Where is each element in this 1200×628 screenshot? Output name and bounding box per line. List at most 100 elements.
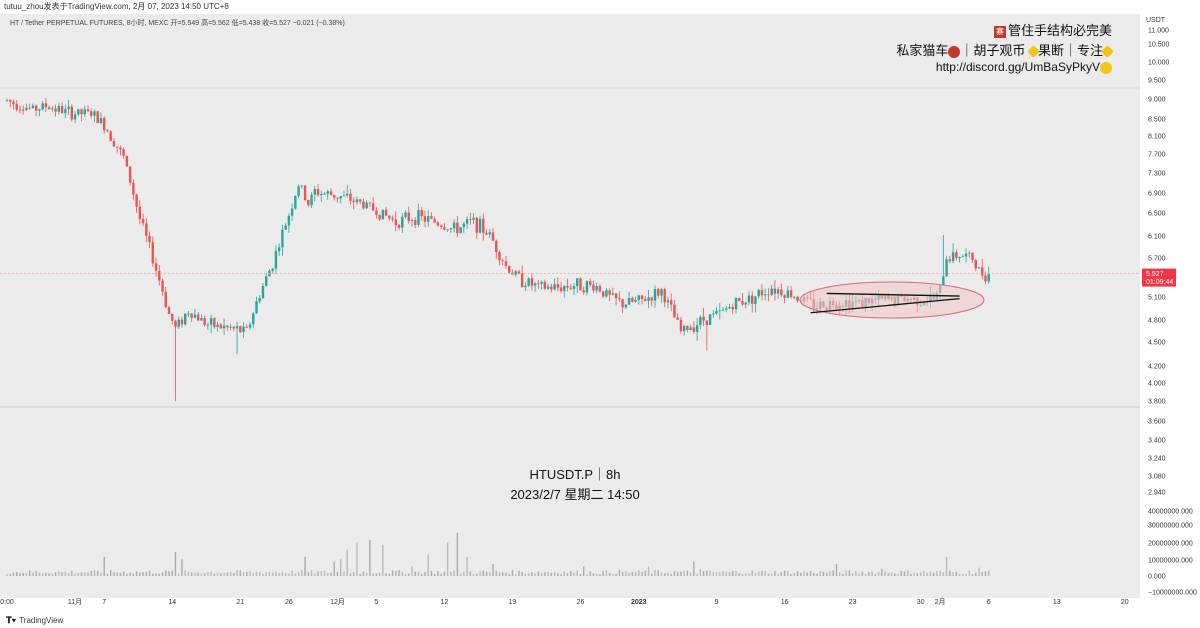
volume-bar [803,571,805,576]
candle-body [621,299,624,308]
candle-body [323,193,326,195]
candle-body [537,283,540,285]
candle-body [248,324,252,328]
volume-bar [754,572,757,576]
candle-body [524,285,527,287]
volume-bar [327,573,329,576]
volume-bar [683,570,685,576]
volume-bar [294,573,297,576]
candle-body [491,232,495,241]
volume-bar [391,570,394,576]
volume-bar [336,571,339,576]
volume-bar [132,573,135,576]
volume-bar [900,570,902,576]
candle-body [462,223,466,228]
volume-bar [346,549,348,576]
discord-link[interactable]: http://discord.gg/UmBaSyPkyV [935,60,1100,74]
volume-bar [84,572,86,576]
candle-body [112,141,116,147]
candle-body [47,107,51,110]
volume-bar [178,573,180,576]
volume-bar [832,570,834,576]
volume-bar [343,571,345,576]
candle-body [255,301,258,314]
volume-bar [680,571,682,576]
candle-body [18,109,22,111]
time-tick-label: 14 [168,599,176,606]
volume-bar [323,570,326,576]
candle-body [226,325,229,328]
volume-bar [171,570,173,576]
candle-body [54,108,57,112]
candle-body [605,290,608,297]
candle-body [449,228,453,230]
time-tick-label: 30 [917,599,925,606]
volume-bar [417,571,420,576]
candle-body [22,109,25,111]
volume-bar [981,571,983,576]
volume-bar [109,570,112,576]
overlay-line2-part-c: 果断｜专注 [1037,43,1103,58]
volume-bar [774,570,776,576]
candle-body [456,222,459,233]
volume-bar [301,570,303,576]
volume-bar [952,572,954,576]
price-axis[interactable] [1140,14,1200,598]
volume-bar [592,573,595,576]
candle-body [407,212,410,222]
candle-body [585,281,589,293]
volume-bar [58,571,60,576]
overlay-line-3: http://discord.gg/UmBaSyPkyV [936,60,1112,74]
candle-body [5,99,9,101]
price-tick-label: 3.080 [1148,474,1166,481]
volume-bar [524,573,527,576]
candle-body [647,297,650,301]
tradingview-brand[interactable]: 𝐓▾ TradingView [6,615,63,626]
candle-body [968,252,971,254]
candle-body [90,111,93,116]
volume-bar [385,573,387,576]
candle-body [657,289,660,296]
candle-body [99,118,103,124]
candle-body [229,326,232,328]
price-tick-label: 4.200 [1148,364,1166,371]
time-tick-label: 13 [1053,599,1061,606]
candle-body [566,286,569,288]
candle-body [624,304,628,308]
candle-body [498,252,501,261]
volume-bar [64,571,67,576]
volume-bar [809,570,812,576]
candle-body [744,302,747,305]
candle-body [365,202,368,209]
candle-body [261,285,265,299]
candle-body [394,219,397,225]
volume-bar [553,572,556,576]
volume-bar [333,561,335,576]
volume-bar [16,572,18,576]
volume-bar [365,572,368,576]
volume-bar [923,570,925,576]
candle-body [44,103,48,108]
smile-emoji-icon [1100,61,1112,74]
volume-bar [945,556,948,576]
candle-body [974,260,977,269]
volume-bar [139,572,141,576]
candle-body [430,216,433,219]
candle-body [951,252,955,262]
price-tick-label: 5.700 [1148,256,1166,263]
volume-bar [80,572,83,576]
volume-bar [200,573,203,576]
candle-body [70,106,73,120]
volume-bar [233,572,235,576]
volume-bar [45,572,47,576]
candle-body [154,263,158,271]
candle-body [51,108,54,110]
time-tick-label: 2月 [935,598,946,606]
volume-bar [100,572,102,576]
volume-bar [356,542,358,576]
volume-bar [113,572,115,576]
volume-bar [576,570,578,576]
time-tick-label: 23 [849,599,857,606]
volume-bar [929,571,932,576]
